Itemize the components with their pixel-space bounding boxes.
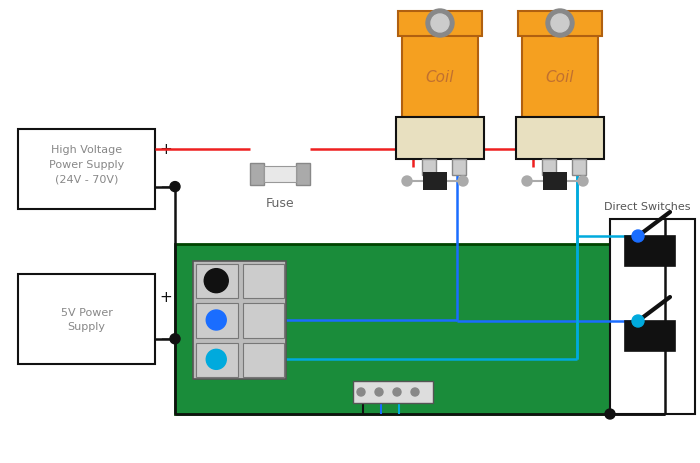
- Circle shape: [170, 334, 180, 344]
- FancyBboxPatch shape: [242, 343, 284, 377]
- Text: −: −: [159, 178, 174, 196]
- FancyBboxPatch shape: [196, 343, 237, 377]
- Circle shape: [632, 315, 644, 327]
- FancyBboxPatch shape: [423, 173, 447, 191]
- FancyBboxPatch shape: [175, 244, 610, 414]
- Text: Diode Band
Towards Power: Diode Band Towards Power: [399, 129, 471, 152]
- FancyBboxPatch shape: [196, 264, 237, 299]
- FancyBboxPatch shape: [18, 275, 155, 364]
- Circle shape: [204, 269, 228, 293]
- Text: +: +: [159, 142, 172, 157]
- Circle shape: [578, 176, 588, 187]
- FancyBboxPatch shape: [398, 12, 482, 37]
- FancyBboxPatch shape: [264, 167, 296, 182]
- FancyBboxPatch shape: [625, 237, 675, 266]
- FancyBboxPatch shape: [518, 12, 602, 37]
- FancyBboxPatch shape: [422, 160, 436, 175]
- FancyBboxPatch shape: [242, 304, 284, 338]
- FancyBboxPatch shape: [193, 262, 286, 379]
- Text: Direct Switches: Direct Switches: [603, 201, 690, 212]
- Circle shape: [375, 388, 383, 396]
- FancyBboxPatch shape: [572, 160, 586, 175]
- FancyBboxPatch shape: [396, 118, 484, 160]
- FancyBboxPatch shape: [452, 160, 466, 175]
- FancyBboxPatch shape: [522, 32, 598, 118]
- Text: Coil: Coil: [426, 70, 454, 85]
- FancyBboxPatch shape: [516, 118, 604, 160]
- FancyBboxPatch shape: [296, 163, 310, 186]
- Circle shape: [605, 409, 615, 419]
- FancyBboxPatch shape: [543, 173, 567, 191]
- Text: 5V Power
Supply: 5V Power Supply: [61, 307, 113, 332]
- FancyBboxPatch shape: [625, 321, 675, 351]
- Circle shape: [426, 10, 454, 38]
- Circle shape: [431, 15, 449, 33]
- FancyBboxPatch shape: [542, 160, 556, 175]
- Circle shape: [411, 388, 419, 396]
- Circle shape: [522, 176, 532, 187]
- Circle shape: [206, 350, 226, 369]
- Circle shape: [632, 231, 644, 243]
- Text: −: −: [159, 330, 174, 348]
- FancyBboxPatch shape: [610, 219, 695, 414]
- Circle shape: [393, 388, 401, 396]
- Text: Coil: Coil: [546, 70, 574, 85]
- FancyBboxPatch shape: [196, 304, 237, 338]
- Circle shape: [551, 15, 569, 33]
- Circle shape: [402, 176, 412, 187]
- Circle shape: [170, 182, 180, 192]
- Circle shape: [546, 10, 574, 38]
- Circle shape: [206, 310, 226, 330]
- FancyBboxPatch shape: [242, 264, 284, 299]
- FancyBboxPatch shape: [250, 163, 264, 186]
- Text: Fuse: Fuse: [266, 197, 294, 210]
- Circle shape: [357, 388, 365, 396]
- Circle shape: [458, 176, 468, 187]
- FancyBboxPatch shape: [353, 381, 433, 403]
- Text: High Voltage
Power Supply
(24V - 70V): High Voltage Power Supply (24V - 70V): [49, 145, 124, 184]
- FancyBboxPatch shape: [18, 130, 155, 210]
- FancyBboxPatch shape: [402, 32, 478, 118]
- Text: +: +: [159, 289, 172, 304]
